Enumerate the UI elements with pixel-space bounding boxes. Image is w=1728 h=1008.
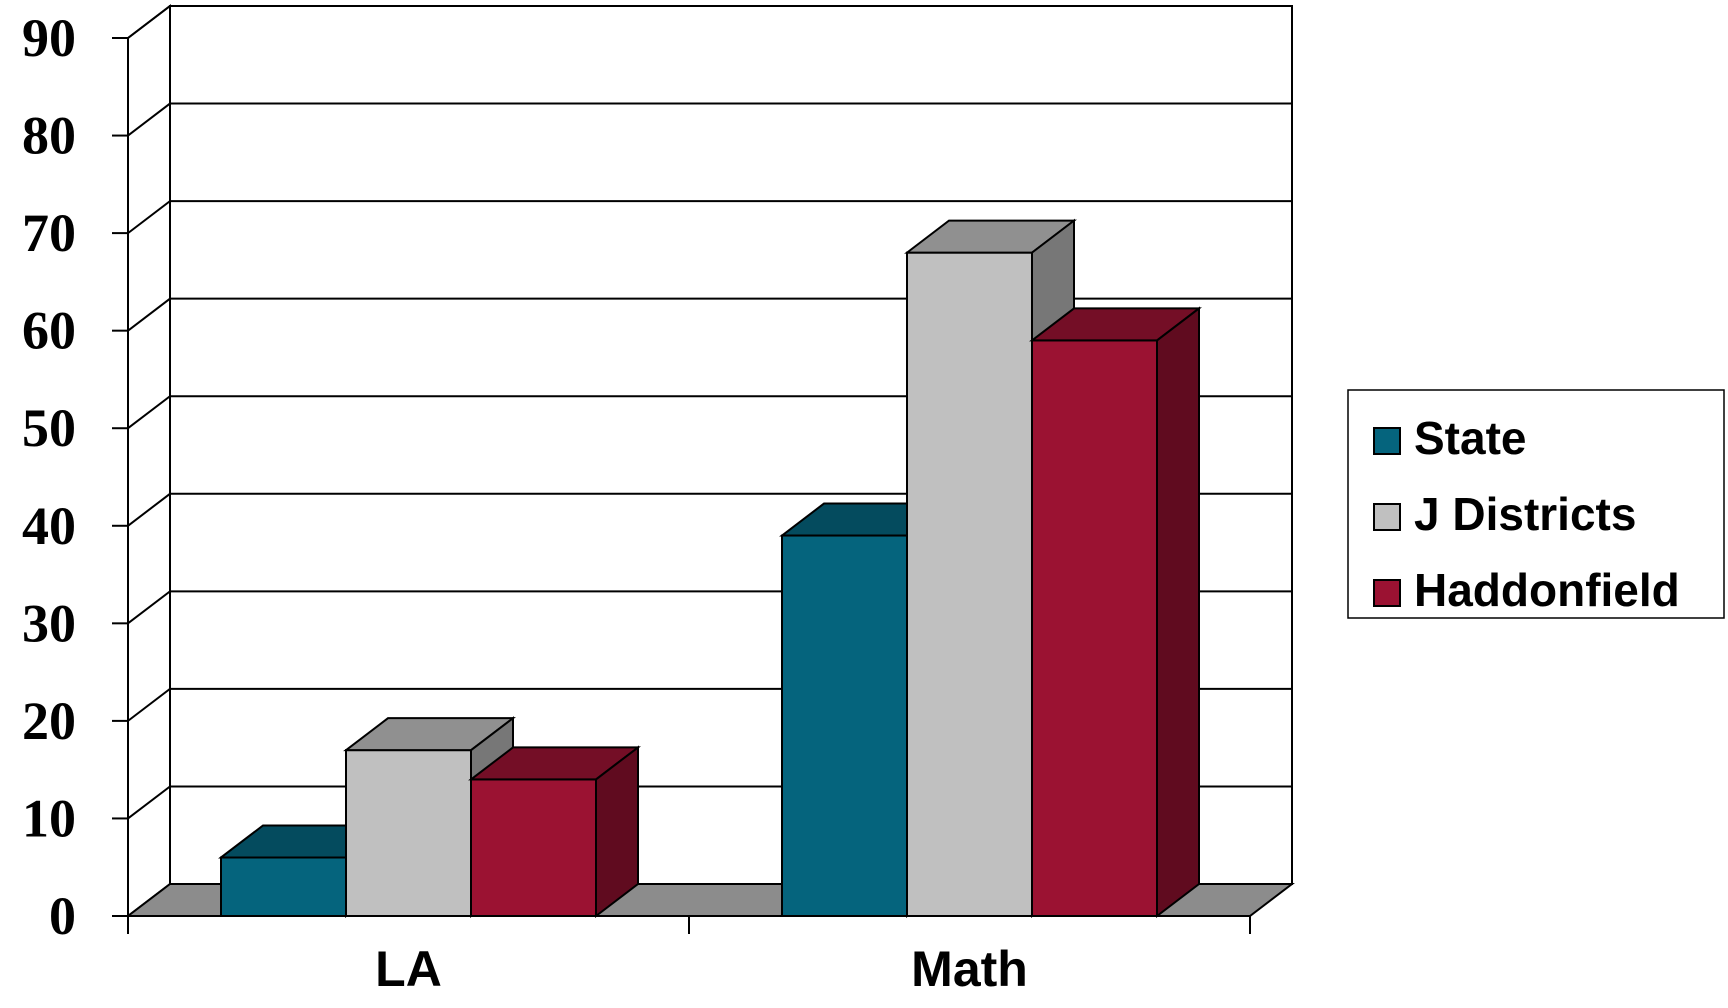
y-tick-label: 10	[22, 788, 76, 848]
legend-item: J Districts	[1373, 488, 1636, 540]
bar-haddonfield-la	[468, 745, 641, 919]
x-tick-label-math: Math	[911, 941, 1028, 997]
legend-swatch	[1373, 427, 1401, 455]
x-tick-label-la: LA	[375, 941, 442, 997]
bar-front	[470, 778, 597, 918]
y-tick-label: 30	[22, 593, 76, 653]
y-tick-label: 80	[22, 106, 76, 166]
y-tick-label: 20	[22, 691, 76, 751]
gridline	[127, 102, 1292, 137]
bars	[218, 218, 1202, 919]
legend: State J Districts Haddonfield	[1347, 389, 1725, 619]
bar-front	[906, 251, 1033, 918]
legend-swatch	[1373, 503, 1401, 531]
y-tick-label: 90	[22, 8, 76, 68]
bar-j-districts-la	[343, 716, 516, 919]
gridline	[127, 5, 1292, 39]
gridline	[127, 200, 1292, 234]
legend-item: Haddonfield	[1373, 564, 1680, 616]
bar-side	[595, 745, 639, 919]
legend-item: State	[1373, 412, 1526, 464]
y-tick-label: 60	[22, 301, 76, 361]
y-tick-label: 40	[22, 496, 76, 556]
bar-side	[1156, 306, 1200, 919]
legend-label: Haddonfield	[1414, 564, 1680, 616]
y-tick-label: 0	[49, 886, 76, 946]
legend-swatch	[1373, 579, 1401, 607]
bar-front	[1031, 339, 1158, 917]
axes: 0 10 20 30 40 50 60 70 80 90 LA Math	[22, 8, 1251, 997]
y-tick-label: 70	[22, 203, 76, 263]
bar-front	[220, 856, 347, 918]
legend-box	[1347, 389, 1725, 619]
side-wall	[127, 3, 171, 919]
legend-label: State	[1414, 412, 1526, 464]
bar-front	[781, 534, 908, 917]
bar-haddonfield-math	[1029, 306, 1202, 919]
legend-label: J Districts	[1414, 488, 1636, 540]
y-tick-label: 50	[22, 398, 76, 458]
bar-front	[345, 749, 472, 918]
